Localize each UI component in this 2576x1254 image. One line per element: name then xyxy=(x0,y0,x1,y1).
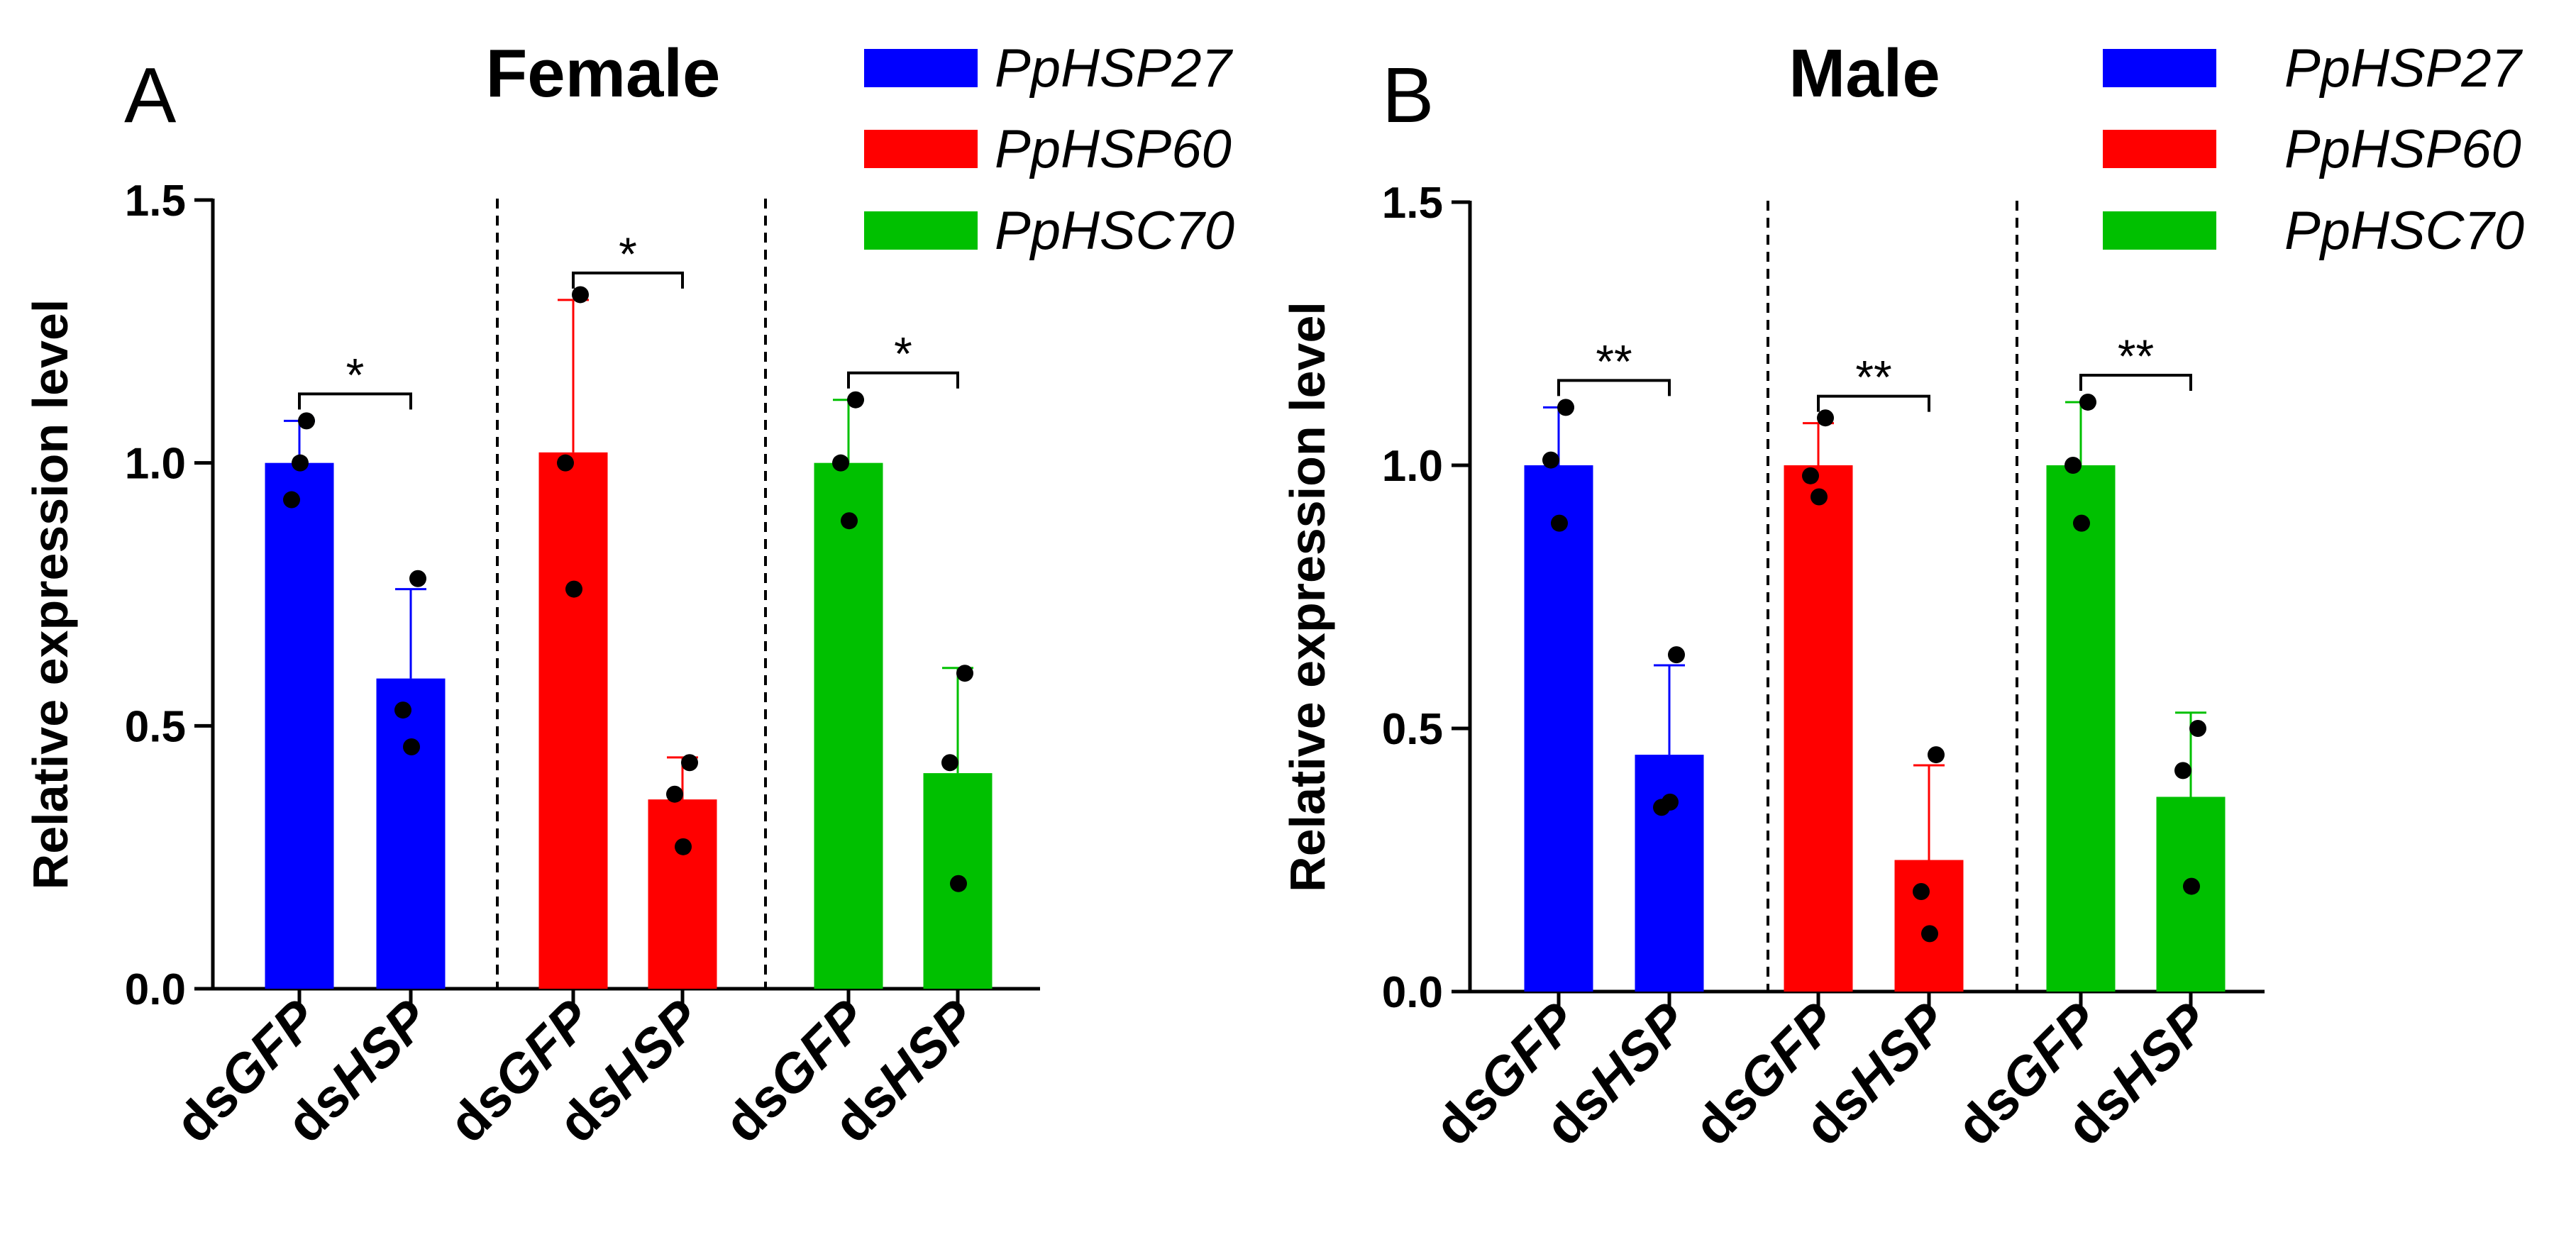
bar-pphsc70-dsgfp xyxy=(2046,465,2116,992)
data-point xyxy=(557,454,574,472)
data-point xyxy=(841,512,858,530)
data-point xyxy=(832,454,849,472)
data-point xyxy=(2079,393,2096,411)
significance-bracket xyxy=(1557,379,1671,396)
y-tick-label: 1.5 xyxy=(125,177,186,226)
data-point xyxy=(2064,457,2082,474)
significance-label: ** xyxy=(2118,330,2154,382)
legend-swatch-pphsp60 xyxy=(2103,130,2216,168)
data-point xyxy=(409,570,426,587)
data-point xyxy=(565,580,582,598)
y-tick-label: 0.5 xyxy=(1382,705,1443,754)
legend-swatch-pphsc70 xyxy=(2103,211,2216,250)
y-tick-label: 1.0 xyxy=(125,440,186,489)
y-axis-label: Relative expression level xyxy=(23,299,78,890)
significance-label: ** xyxy=(1855,351,1891,404)
legend-swatch-pphsp60 xyxy=(864,130,978,168)
bar-pphsp60-dsgfp xyxy=(1784,465,1853,992)
panel-letter: A xyxy=(124,52,177,139)
data-point xyxy=(1557,399,1574,416)
legend-label-pphsp27: PpHSP27 xyxy=(995,38,1233,99)
chart-panel-a: A Female PpHSP27 PpHSP60 PpHSC70 0.0 0.5 1.0 1.5… xyxy=(23,35,1234,1154)
y-axis-label: Relative expression level xyxy=(1280,301,1335,892)
data-point xyxy=(2073,514,2090,532)
legend-swatch-pphsp27 xyxy=(2103,49,2216,87)
chart-panel-b: B Male PpHSP27 PpHSP60 PpHSC70 0.0 0.5 1.0 1.5 Re… xyxy=(1280,35,2524,1157)
legend-label-pphsc70: PpHSC70 xyxy=(2284,201,2524,261)
y-tick-label: 0.0 xyxy=(1382,968,1443,1017)
data-point xyxy=(675,838,692,855)
data-point xyxy=(1802,467,1819,484)
data-point xyxy=(1551,514,1568,532)
bar-pphsp27-dshsp xyxy=(376,678,446,989)
data-point xyxy=(283,491,300,509)
data-point xyxy=(1542,451,1559,469)
significance-bracket xyxy=(572,271,684,289)
bar-pphsp60-dshsp xyxy=(648,799,717,989)
y-tick-label: 1.5 xyxy=(1382,179,1443,228)
bar-pphsp27-dsgfp xyxy=(1524,465,1593,992)
data-point xyxy=(941,754,958,772)
data-point xyxy=(681,754,698,772)
significance-label: * xyxy=(894,328,912,380)
y-tick-label: 0.0 xyxy=(125,965,186,1014)
data-point xyxy=(394,701,411,719)
data-point xyxy=(666,785,683,803)
legend-label-pphsp27: PpHSP27 xyxy=(2284,38,2523,99)
data-point xyxy=(2174,762,2191,779)
bar-pphsc70-dsgfp xyxy=(814,462,883,989)
data-point xyxy=(2183,877,2200,895)
panel-title: Female xyxy=(486,35,721,111)
data-point xyxy=(298,412,315,430)
data-point xyxy=(1928,746,1945,764)
significance-bracket xyxy=(1817,394,1930,412)
significance-bracket xyxy=(847,371,959,389)
data-point xyxy=(1921,925,1938,943)
panel-letter: B xyxy=(1382,52,1434,139)
significance-label: * xyxy=(346,348,365,401)
data-point xyxy=(572,286,589,304)
data-point xyxy=(2189,720,2206,737)
data-point xyxy=(292,454,309,472)
y-tick-label: 1.0 xyxy=(1382,442,1443,491)
data-point xyxy=(1811,488,1828,506)
data-point xyxy=(1662,793,1679,811)
data-point xyxy=(1913,883,1930,901)
significance-bracket xyxy=(298,392,412,410)
legend-label-pphsp60: PpHSP60 xyxy=(995,119,1232,179)
data-point xyxy=(847,391,864,409)
data-point xyxy=(1817,409,1834,427)
bar-pphsp27-dsgfp xyxy=(265,462,334,989)
legend-label-pphsc70: PpHSC70 xyxy=(995,201,1234,261)
legend-swatch-pphsp27 xyxy=(864,49,978,87)
panel-title: Male xyxy=(1789,35,1940,111)
legend-swatch-pphsc70 xyxy=(864,211,978,250)
legend-label-pphsp60: PpHSP60 xyxy=(2284,119,2521,179)
bar-pphsp27-dshsp xyxy=(1635,755,1704,992)
data-point xyxy=(950,875,967,892)
significance-label: ** xyxy=(1596,335,1632,387)
significance-label: * xyxy=(619,228,637,280)
bar-pphsp60-dsgfp xyxy=(538,452,608,989)
y-tick-label: 0.5 xyxy=(125,702,186,751)
data-point xyxy=(1668,646,1685,664)
significance-bracket xyxy=(2079,373,2192,391)
data-point xyxy=(403,738,420,755)
data-point xyxy=(956,665,973,682)
